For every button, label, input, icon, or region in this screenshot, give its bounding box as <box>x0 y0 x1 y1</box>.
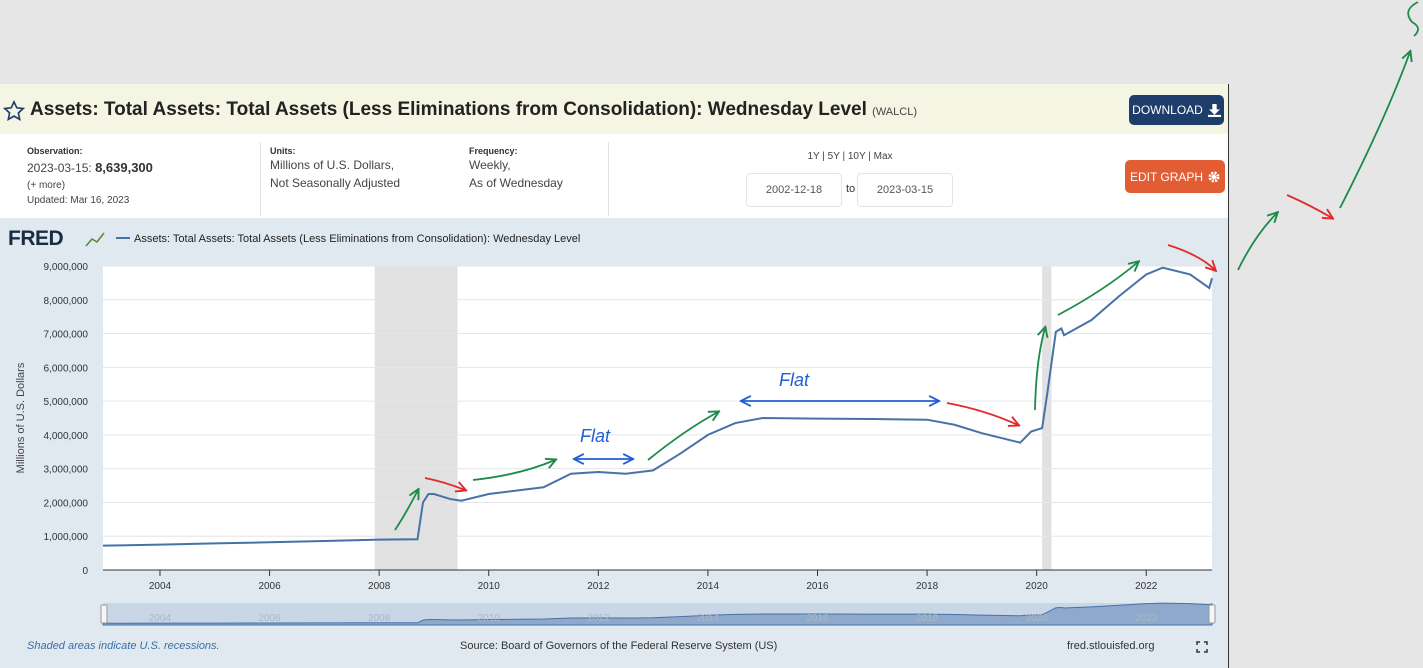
panel-border <box>1228 84 1229 668</box>
scribble <box>1407 1 1419 37</box>
navigator-handle <box>100 604 108 624</box>
navigator-tick-label: 2006 <box>258 613 281 624</box>
observation-date: 2023-03-15: <box>27 161 92 175</box>
annotation: Flat <box>580 426 611 446</box>
fullscreen-icon[interactable] <box>1196 641 1208 653</box>
x-tick-label: 2016 <box>806 581 829 592</box>
arrow <box>424 477 465 490</box>
x-tick-label: 2020 <box>1026 581 1049 592</box>
arrow <box>1339 52 1410 209</box>
arrow <box>472 460 555 481</box>
arrow <box>946 402 1018 425</box>
navigator-tick-label: 2014 <box>697 613 720 624</box>
x-tick-label: 2014 <box>697 581 720 592</box>
range-options[interactable]: 1Y | 5Y | 10Y | Max <box>807 151 893 162</box>
navigator-tick-label: 2012 <box>587 613 610 624</box>
fred-logo: FRED <box>8 227 64 250</box>
navigator-area <box>102 602 1213 626</box>
legend-label: Assets: Total Assets: Total Assets (Less… <box>134 233 580 245</box>
to-label: to <box>846 183 856 195</box>
navigator-tick-label: 2010 <box>478 613 501 624</box>
download-label: DOWNLOAD <box>1132 103 1203 117</box>
logo-icon <box>85 232 105 247</box>
observation-value: 8,639,300 <box>95 160 153 175</box>
y-tick-label: 5,000,000 <box>44 397 89 408</box>
x-tick-label: 2010 <box>478 581 501 592</box>
y-tick-label: 2,000,000 <box>44 498 89 509</box>
units-label: Units: <box>270 146 296 156</box>
site[interactable]: fred.stlouisfed.org <box>1067 640 1155 652</box>
title-bar <box>0 84 1228 134</box>
divider <box>260 142 261 216</box>
navigator-handle <box>1208 604 1216 624</box>
y-tick-label: 9,000,000 <box>44 262 89 273</box>
x-tick-label: 2012 <box>587 581 610 592</box>
navigator-tick-label: 2018 <box>916 613 939 624</box>
y-axis-label: Millions of U.S. Dollars <box>15 362 27 473</box>
navigator-tick-label: 2008 <box>368 613 391 624</box>
title-text: Assets: Total Assets: Total Assets (Less… <box>30 99 867 120</box>
star-icon[interactable] <box>3 100 25 122</box>
annotation: Flat <box>779 370 810 390</box>
units-line: Millions of U.S. Dollars, <box>270 158 395 172</box>
y-tick-label: 3,000,000 <box>44 465 89 476</box>
y-tick-label: 6,000,000 <box>44 363 89 374</box>
y-tick-label: 0 <box>82 566 88 577</box>
y-tick-label: 8,000,000 <box>44 296 89 307</box>
hand-annotations <box>394 1 1419 531</box>
edit-graph-label: EDIT GRAPH <box>1129 169 1204 184</box>
navigator-tick-label: 2004 <box>149 613 172 624</box>
frequency-line: As of Wednesday <box>469 176 563 190</box>
gear-icon <box>1208 171 1220 182</box>
y-tick-label: 1,000,000 <box>44 532 89 543</box>
y-tick-label: 4,000,000 <box>44 431 89 442</box>
x-tick-label: 2004 <box>149 581 172 592</box>
end-date[interactable]: 2023-03-15 <box>857 173 953 207</box>
start-date[interactable]: 2002-12-18 <box>746 173 842 207</box>
series-id: (WALCL) <box>872 106 917 118</box>
y-tick-label: 7,000,000 <box>44 330 89 341</box>
arrow <box>1034 328 1045 411</box>
arrow <box>1167 244 1215 270</box>
arrow <box>1237 213 1277 271</box>
source: Source: Board of Governors of the Federa… <box>460 640 778 652</box>
units-line: Not Seasonally Adjusted <box>270 176 401 190</box>
x-tick-label: 2008 <box>368 581 391 592</box>
plot: 0 1,000,000 2,000,000 3,000,000 4,000,000 5,0… <box>15 232 1216 626</box>
navigator-tick-label: 2016 <box>806 613 829 624</box>
frequency-label: Frequency: <box>469 146 518 156</box>
divider <box>608 142 609 216</box>
recession-shade <box>374 266 458 570</box>
arrow <box>394 490 418 531</box>
series-line <box>102 266 1213 547</box>
arrow <box>1057 262 1138 316</box>
more-link[interactable]: (+ more) <box>27 180 66 191</box>
recession-shade <box>1042 266 1052 570</box>
recession-note: Shaded areas indicate U.S. recessions. <box>27 640 220 652</box>
updated: Updated: Mar 16, 2023 <box>27 195 130 206</box>
frequency-line: Weekly, <box>469 158 511 172</box>
x-tick-label: 2018 <box>916 581 939 592</box>
observation-label: Observation: <box>27 146 83 156</box>
navigator-tick-label: 2020 <box>1026 613 1049 624</box>
edit-graph-button[interactable]: EDIT GRAPH <box>1125 160 1225 193</box>
x-tick-label: 2006 <box>258 581 281 592</box>
download-icon <box>1207 103 1221 117</box>
plot-background <box>103 266 1212 570</box>
page-title: Assets: Total Assets: Total Assets (Less… <box>30 99 917 121</box>
info-panel <box>0 134 1228 218</box>
download-button[interactable]: DOWNLOAD <box>1129 95 1224 125</box>
navigator-tick-label: 2022 <box>1135 613 1158 624</box>
observation: 2023-03-15: 8,639,300 <box>27 160 153 175</box>
x-tick-label: 2022 <box>1135 581 1158 592</box>
arrow <box>647 412 718 461</box>
arrow <box>1286 194 1332 218</box>
